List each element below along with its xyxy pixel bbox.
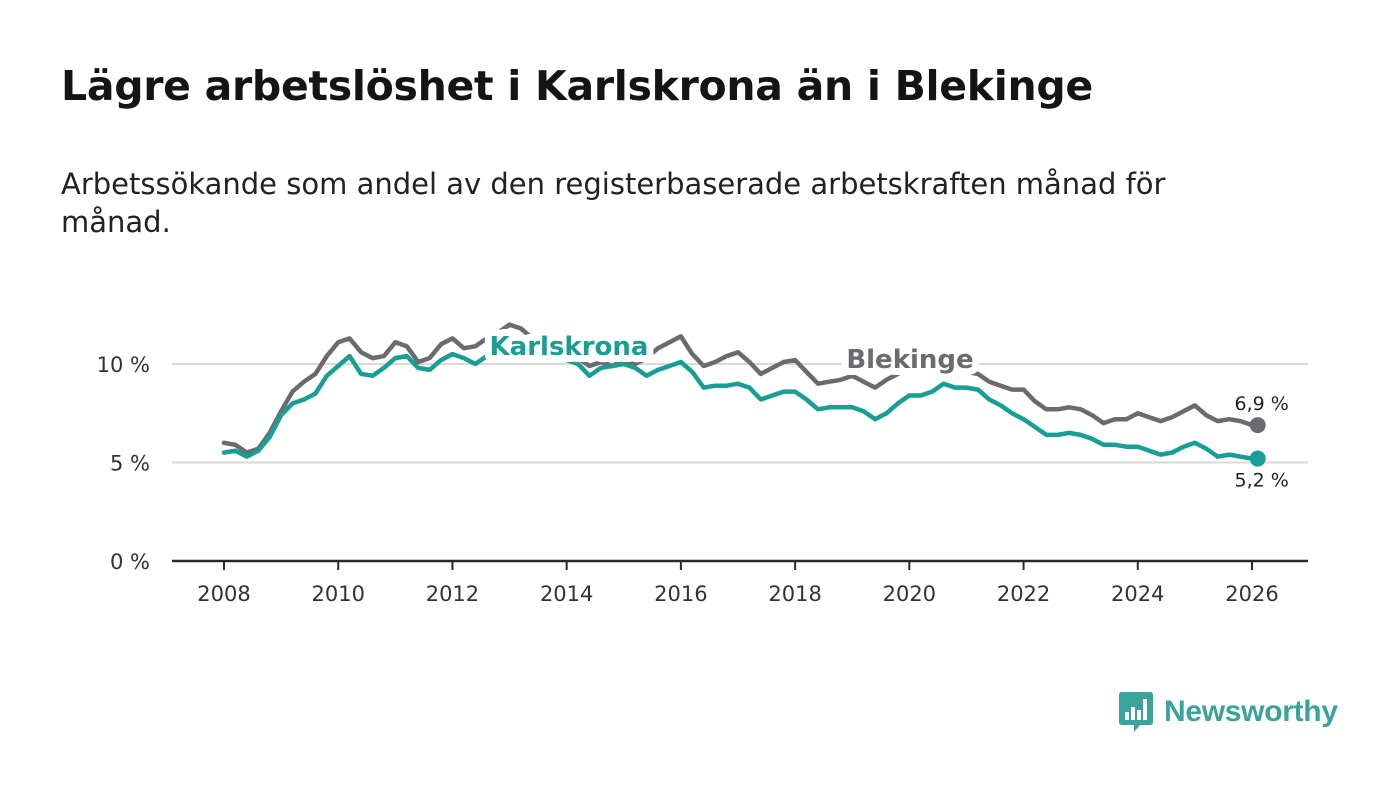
x-tick-label: 2008: [197, 582, 250, 606]
newsworthy-logo: Newsworthy: [1118, 690, 1338, 734]
x-tick-label: 2024: [1111, 582, 1164, 606]
y-tick-label: 0 %: [110, 550, 150, 574]
karlskrona-end-value-label: 5,2 %: [1235, 470, 1289, 492]
x-tick-label: 2026: [1225, 582, 1278, 606]
karlskrona-series-label: Karlskrona: [490, 332, 649, 362]
karlskrona-series-line: [221, 345, 1260, 461]
x-tick-label: 2010: [311, 582, 364, 606]
x-tick-label: 2012: [426, 582, 479, 606]
x-tick-label: 2016: [654, 582, 707, 606]
blekinge-series-line: [221, 322, 1260, 455]
x-tick-label: 2018: [768, 582, 821, 606]
chart-subtitle: Arbetssökande som andel av den registerb…: [61, 167, 1166, 239]
blekinge-end-value-label: 6,9 %: [1235, 393, 1289, 415]
brand-name: Newsworthy: [1164, 695, 1338, 728]
x-tick-label: 2020: [883, 582, 936, 606]
blekinge-series-label: Blekinge: [846, 345, 973, 375]
newsworthy-logo-icon: [1119, 692, 1153, 732]
x-tick-label: 2022: [997, 582, 1050, 606]
y-tick-label: 10 %: [97, 353, 150, 377]
y-tick-label: 5 %: [110, 452, 150, 476]
x-tick-label: 2014: [540, 582, 593, 606]
karlskrona-end-point: [1249, 450, 1266, 467]
chart-title: Lägre arbetslöshet i Karlskrona än i Ble…: [61, 62, 1093, 110]
blekinge-end-point: [1249, 417, 1266, 434]
